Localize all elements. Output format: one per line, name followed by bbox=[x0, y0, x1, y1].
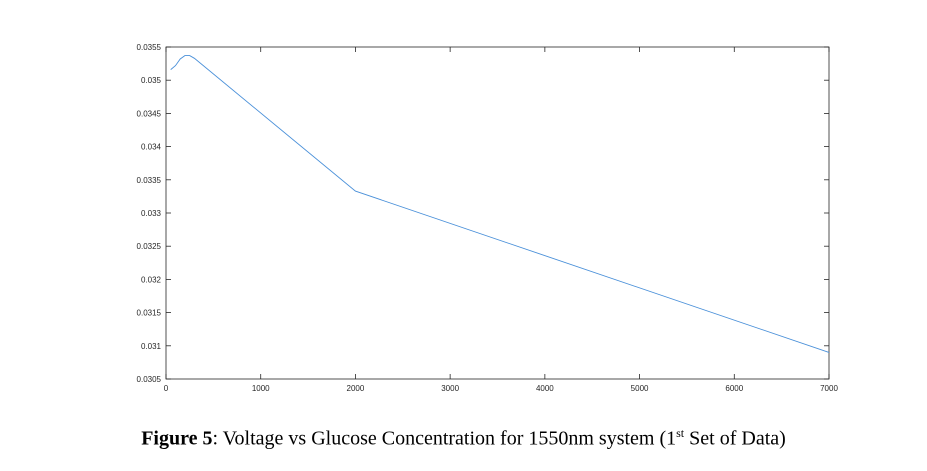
x-tick-label: 4000 bbox=[536, 384, 554, 393]
y-tick-label: 0.0345 bbox=[137, 109, 162, 118]
plot-area: 0 1000 2000 3000 4000 5000 6000 7000 0.0305 0.031… bbox=[137, 43, 839, 393]
series-line bbox=[170, 55, 830, 353]
y-tick-label: 0.033 bbox=[141, 209, 162, 218]
y-tick-label: 0.032 bbox=[141, 275, 162, 284]
y-tick-label: 0.0315 bbox=[137, 309, 162, 318]
x-tick-label: 2000 bbox=[347, 384, 365, 393]
x-tick-label: 3000 bbox=[441, 384, 459, 393]
figure-caption-text-end: Set of Data) bbox=[684, 427, 786, 450]
figure-caption-superscript: st bbox=[676, 426, 685, 440]
axes-box bbox=[165, 46, 830, 380]
figure-caption-label: Figure 5 bbox=[141, 427, 213, 450]
y-tick-label: 0.034 bbox=[141, 143, 162, 152]
y-tick-label: 0.0305 bbox=[137, 375, 162, 384]
x-tick-label: 6000 bbox=[725, 384, 743, 393]
y-tick-label: 0.0355 bbox=[137, 43, 162, 52]
x-tick-label: 7000 bbox=[820, 384, 838, 393]
line-chart: 0 1000 2000 3000 4000 5000 6000 7000 0.0305 0.031… bbox=[137, 43, 839, 393]
y-tick-label: 0.0335 bbox=[137, 176, 162, 185]
figure-caption-text: : Voltage vs Glucose Concentration for 1… bbox=[212, 427, 677, 450]
figure-caption: Figure 5: Voltage vs Glucose Concentrati… bbox=[0, 426, 927, 451]
x-tick-label: 0 bbox=[164, 384, 169, 393]
y-tick-label: 0.035 bbox=[141, 76, 162, 85]
x-tick-label: 5000 bbox=[631, 384, 649, 393]
y-tick-label: 0.031 bbox=[141, 342, 162, 351]
x-tick-label: 1000 bbox=[252, 384, 270, 393]
y-tick-label: 0.0325 bbox=[137, 242, 162, 251]
